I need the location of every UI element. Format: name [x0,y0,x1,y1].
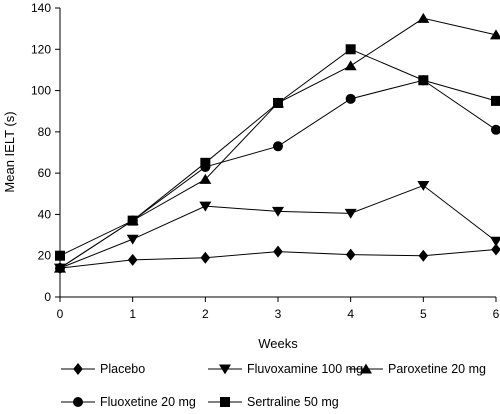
x-tick-label: 4 [347,307,354,321]
legend-item: Fluoxetine 20 mg [61,395,196,409]
data-point-diamond [345,248,356,261]
data-point-square [200,157,211,168]
data-point-square [491,95,500,106]
data-point-triangle-down [199,201,212,212]
y-tick-label: 40 [38,207,52,221]
legend-label: Fluvoxamine 100 mg [247,362,363,376]
series-sertraline-50-mg [55,44,500,261]
data-point-triangle-up [344,60,357,71]
legend-item: Placebo [61,362,145,376]
x-tick-label: 1 [129,307,136,321]
x-axis-label: Weeks [258,336,298,351]
data-point-square [55,250,65,261]
data-point-diamond [200,251,211,264]
data-point-triangle-up [199,173,212,184]
data-point-diamond [418,249,429,262]
y-tick-label: 120 [31,42,51,56]
y-axis-label: Mean IELT (s) [2,111,17,192]
data-point-triangle-up [417,12,430,23]
data-point-diamond [273,245,283,258]
legend-label: Placebo [100,362,145,376]
legend-label: Fluoxetine 20 mg [100,395,196,409]
data-point-circle [55,263,65,274]
data-point-square [418,75,429,86]
data-point-square [127,215,138,226]
data-point-circle [491,124,500,135]
data-point-triangle-down [126,234,139,245]
legend-label: Sertraline 50 mg [247,395,339,409]
legend-item: Fluvoxamine 100 mg [208,362,363,376]
data-point-triangle-down [272,206,284,217]
data-point-triangle-down [344,208,357,219]
series-line [59,79,497,269]
legend-marker-triangle-down [219,364,231,375]
legend-marker-triangle-up [360,363,372,374]
x-tick-label: 2 [202,307,209,321]
y-tick-label: 60 [38,166,52,180]
x-tick-label: 6 [493,307,500,321]
data-point-square [345,44,356,55]
x-tick-label: 5 [420,307,427,321]
series-layer [54,12,500,275]
data-point-diamond [127,253,138,266]
x-tick-label: 3 [275,307,282,321]
legend-item: Paroxetine 20 mg [349,362,486,376]
legend: Placebo Fluvoxamine 100 mg Paroxetine 20 m… [61,362,486,409]
data-point-triangle-up [490,29,500,40]
y-tick-label: 20 [38,249,52,263]
y-tick-label: 80 [38,125,52,139]
legend-label: Paroxetine 20 mg [388,362,486,376]
data-point-triangle-down [490,236,500,247]
series-fluvoxamine-100-mg [54,181,500,274]
axes: 0 20 40 60 80 100 120 140 0 1 2 3 4 5 6 [31,1,500,321]
data-point-diamond [491,243,500,256]
legend-marker-circle [73,397,83,407]
legend-marker-diamond [73,363,83,375]
data-point-circle [273,141,283,152]
legend-item: Sertraline 50 mg [208,395,339,409]
series-placebo [55,243,500,275]
y-tick-label: 140 [31,1,51,15]
series-line [59,48,497,257]
y-tick-label: 0 [44,290,51,304]
legend-marker-square [220,397,230,407]
data-point-triangle-down [417,181,430,191]
data-point-circle [345,93,356,104]
data-point-square [273,97,283,108]
x-tick-label: 0 [57,307,64,321]
y-tick-label: 100 [31,84,51,98]
